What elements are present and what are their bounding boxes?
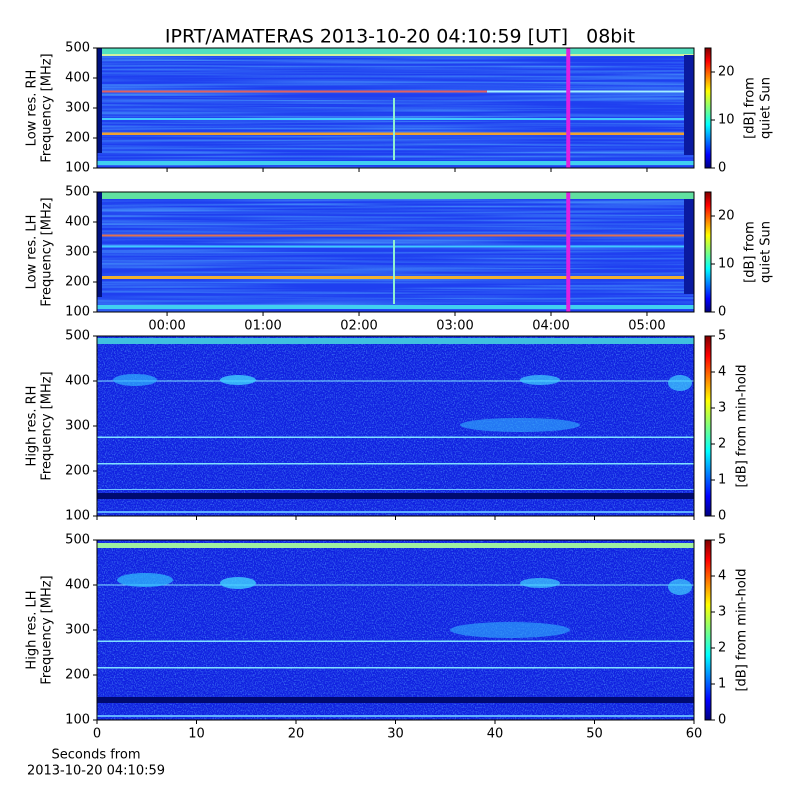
y-tick-label: 300 [65,101,90,116]
x-tick-label: 0 [93,727,101,742]
colorbar-tick-label: 20 [718,65,735,80]
x-tick-label: 05:00 [628,319,665,334]
colorbar-label: [dB] from [743,221,758,283]
colorbar-tick-label: 0 [718,713,726,728]
colorbar-label: [dB] from min-hold [735,364,750,487]
y-tick-label: 300 [65,623,90,638]
y-tick-label: 100 [65,305,90,320]
y-tick-label: 200 [65,131,90,146]
x-tick-label: 00:00 [148,319,185,334]
x-tick-label: 60 [686,727,703,742]
y-axis-label: Frequency [MHz] [40,197,55,306]
colorbar-tick-label: 20 [718,209,735,224]
colorbar-tick-label: 5 [718,329,726,344]
colorbar [704,335,712,517]
x-tick-label: 50 [586,727,603,742]
y-axis-label: High res. LH [25,590,40,669]
colorbar-tick-label: 1 [718,473,726,488]
colorbar-tick-label: 10 [718,113,735,128]
colorbar-tick-label: 4 [718,569,726,584]
time-marker [566,48,571,168]
colorbar-tick-label: 3 [718,605,726,620]
x-tick-label: 03:00 [436,319,473,334]
x-tick-label: 20 [288,727,305,742]
colorbar-tick-label: 5 [718,533,726,548]
y-axis-label: Frequency [MHz] [40,53,55,162]
colorbar-tick-label: 0 [718,305,726,320]
x-tick-label: 01:00 [244,319,281,334]
y-axis-label: Low res. LH [25,215,40,290]
x-axis-label: 2013-10-20 04:10:59 [27,764,165,779]
colorbar-tick-label: 3 [718,401,726,416]
colorbar [704,539,712,721]
colorbar-tick-label: 10 [718,257,735,272]
x-tick-label: 40 [487,727,504,742]
y-tick-label: 400 [65,215,90,230]
colorbar-tick-label: 2 [718,437,726,452]
colorbar-label: quiet Sun [759,77,774,139]
x-tick-label: 04:00 [532,319,569,334]
y-tick-label: 500 [65,533,90,548]
y-axis-label: Low res. RH [25,70,40,147]
y-tick-label: 300 [65,245,90,260]
y-tick-label: 400 [65,71,90,86]
colorbar-tick-label: 4 [718,365,726,380]
colorbar-label: [dB] from min-hold [735,568,750,691]
y-tick-label: 200 [65,668,90,683]
time-marker [566,192,571,312]
chart-title: IPRT/AMATERAS 2013-10-20 04:10:59 [UT] 0… [165,26,635,48]
colorbar-label: quiet Sun [759,221,774,283]
y-tick-label: 500 [65,185,90,200]
y-axis-label: Frequency [MHz] [40,371,55,480]
colorbar-label: [dB] from [743,77,758,139]
spectrogram-low-rh [97,48,694,168]
y-tick-label: 500 [65,329,90,344]
y-tick-label: 200 [65,464,90,479]
x-tick-label: 30 [387,727,404,742]
y-tick-label: 100 [65,509,90,524]
colorbar-tick-label: 0 [718,509,726,524]
y-axis-label: Frequency [MHz] [40,575,55,684]
x-tick-label: 02:00 [340,319,377,334]
x-tick-label: 10 [188,727,205,742]
y-tick-label: 300 [65,419,90,434]
colorbar-tick-label: 1 [718,677,726,692]
x-axis-label: Seconds from [51,748,140,763]
spectrogram-high-rh [97,336,694,516]
y-tick-label: 100 [65,713,90,728]
y-tick-label: 400 [65,374,90,389]
spectrogram-high-lh [97,540,694,720]
y-tick-label: 100 [65,161,90,176]
colorbar-tick-label: 2 [718,641,726,656]
y-tick-label: 500 [65,41,90,56]
y-tick-label: 200 [65,275,90,290]
colorbar [704,47,712,169]
y-axis-label: High res. RH [25,386,40,467]
spectrogram-low-lh [97,192,694,312]
colorbar [704,191,712,313]
colorbar-tick-label: 0 [718,161,726,176]
y-tick-label: 400 [65,578,90,593]
